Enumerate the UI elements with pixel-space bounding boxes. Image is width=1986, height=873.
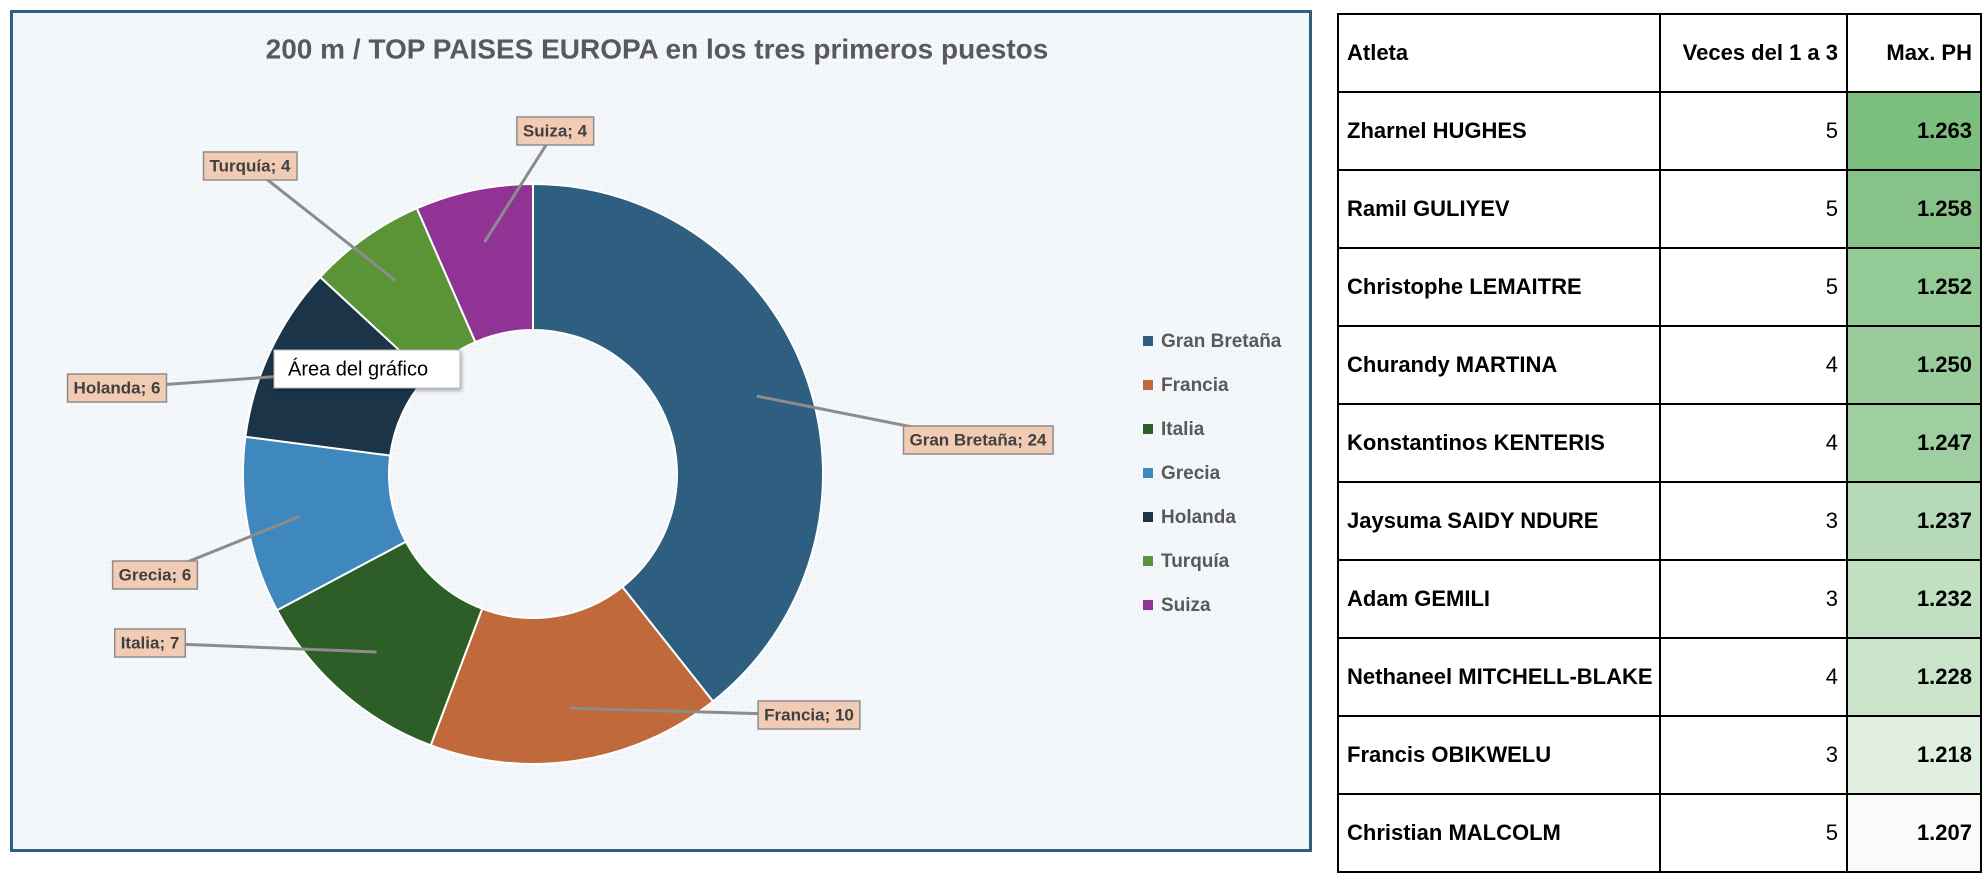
podium-count: 5 bbox=[1659, 247, 1848, 327]
legend-swatch bbox=[1143, 600, 1153, 610]
legend-label: Gran Bretaña bbox=[1161, 331, 1282, 352]
podium-count: 4 bbox=[1659, 637, 1848, 717]
data-label-box bbox=[202, 151, 298, 181]
athlete-name: Konstantinos KENTERIS bbox=[1337, 403, 1661, 483]
leader-line bbox=[149, 641, 377, 654]
header-cell: Atleta bbox=[1337, 13, 1661, 93]
athlete-row: Christophe LEMAITRE 5 1.252 bbox=[1337, 247, 1982, 327]
data-label-box bbox=[111, 560, 199, 590]
max-ph: 1.252 bbox=[1846, 247, 1982, 327]
athlete-name: Christophe LEMAITRE bbox=[1337, 247, 1661, 327]
athlete-row: Jaysuma SAIDY NDURE 3 1.237 bbox=[1337, 481, 1982, 561]
podium-count: 3 bbox=[1659, 481, 1848, 561]
chart-title: 200 m / TOP PAISES EUROPA en los tres pr… bbox=[266, 33, 1049, 64]
athlete-row: Adam GEMILI 3 1.232 bbox=[1337, 559, 1982, 639]
athlete-name: Zharnel HUGHES bbox=[1337, 91, 1661, 171]
donut-slice bbox=[532, 182, 824, 703]
max-ph: 1.218 bbox=[1846, 715, 1982, 795]
leader-line bbox=[249, 164, 397, 283]
header-cell: Veces del 1 a 3 bbox=[1659, 13, 1848, 93]
legend-swatch bbox=[1143, 336, 1153, 346]
podium-count: 3 bbox=[1659, 715, 1848, 795]
legend-label: Grecia bbox=[1161, 463, 1221, 484]
data-label-box bbox=[113, 628, 187, 658]
legend-label: Suiza bbox=[1161, 595, 1211, 616]
podium-count: 5 bbox=[1659, 169, 1848, 249]
max-ph: 1.263 bbox=[1846, 91, 1982, 171]
athlete-name: Jaysuma SAIDY NDURE bbox=[1337, 481, 1661, 561]
athlete-row: Francis OBIKWELU 3 1.218 bbox=[1337, 715, 1982, 795]
athlete-name: Christian MALCOLM bbox=[1337, 793, 1661, 873]
data-label-box bbox=[757, 700, 861, 730]
leader-line bbox=[483, 130, 557, 243]
chart: 200 m / TOP PAISES EUROPA en los tres pr… bbox=[10, 10, 1312, 852]
legend-swatch bbox=[1143, 512, 1153, 522]
header-row: Atleta Veces del 1 a 3 Max. PH bbox=[1337, 13, 1982, 93]
donut-slice bbox=[415, 182, 534, 344]
data-label-box bbox=[902, 425, 1054, 455]
donut-slice bbox=[429, 585, 715, 765]
podium-count: 4 bbox=[1659, 403, 1848, 483]
legend-swatch bbox=[1143, 380, 1153, 390]
athlete-name: Francis OBIKWELU bbox=[1337, 715, 1661, 795]
max-ph: 1.247 bbox=[1846, 403, 1982, 483]
podium-count: 4 bbox=[1659, 325, 1848, 405]
tooltip: Área del gráfico bbox=[273, 349, 461, 389]
data-label: Suiza; 4 bbox=[523, 121, 588, 140]
podium-count: 5 bbox=[1659, 91, 1848, 171]
athlete-row: Churandy MARTINA 4 1.250 bbox=[1337, 325, 1982, 405]
tooltip-box bbox=[273, 349, 461, 389]
legend-swatch bbox=[1143, 556, 1153, 566]
data-label: Italia; 7 bbox=[121, 633, 180, 652]
athlete-row: Nethaneel MITCHELL-BLAKE 4 1.228 bbox=[1337, 637, 1982, 717]
athlete-name: Churandy MARTINA bbox=[1337, 325, 1661, 405]
legend-label: Francia bbox=[1161, 375, 1229, 396]
max-ph: 1.237 bbox=[1846, 481, 1982, 561]
tooltip-text: Área del gráfico bbox=[288, 357, 428, 380]
header-cell: Max. PH bbox=[1846, 13, 1982, 93]
legend-label: Turquía bbox=[1161, 551, 1230, 572]
max-ph: 1.228 bbox=[1846, 637, 1982, 717]
athlete-name: Ramil GULIYEV bbox=[1337, 169, 1661, 249]
podium-count: 5 bbox=[1659, 793, 1848, 873]
data-label: Grecia; 6 bbox=[119, 565, 192, 584]
data-label: Francia; 10 bbox=[764, 705, 854, 724]
athlete-row: Konstantinos KENTERIS 4 1.247 bbox=[1337, 403, 1982, 483]
max-ph: 1.258 bbox=[1846, 169, 1982, 249]
legend-label: Holanda bbox=[1161, 507, 1236, 528]
athletes-table: Atleta Veces del 1 a 3 Max. PH Zharnel HUGH… bbox=[1337, 13, 1982, 873]
athlete-row: Ramil GULIYEV 5 1.258 bbox=[1337, 169, 1982, 249]
data-label-box bbox=[66, 373, 168, 403]
athlete-name: Nethaneel MITCHELL-BLAKE bbox=[1337, 637, 1661, 717]
data-label: Gran Bretaña; 24 bbox=[910, 430, 1048, 449]
podium-count: 3 bbox=[1659, 559, 1848, 639]
legend-label: Italia bbox=[1161, 419, 1205, 440]
athlete-name: Adam GEMILI bbox=[1337, 559, 1661, 639]
legend-swatch bbox=[1143, 468, 1153, 478]
athlete-row: Zharnel HUGHES 5 1.263 bbox=[1337, 91, 1982, 171]
data-label: Holanda; 6 bbox=[74, 378, 161, 397]
max-ph: 1.250 bbox=[1846, 325, 1982, 405]
data-label-box bbox=[516, 116, 595, 146]
legend-swatch bbox=[1143, 424, 1153, 434]
data-label: Turquía; 4 bbox=[210, 156, 291, 175]
athlete-row: Christian MALCOLM 5 1.207 bbox=[1337, 793, 1982, 873]
max-ph: 1.232 bbox=[1846, 559, 1982, 639]
max-ph: 1.207 bbox=[1846, 793, 1982, 873]
